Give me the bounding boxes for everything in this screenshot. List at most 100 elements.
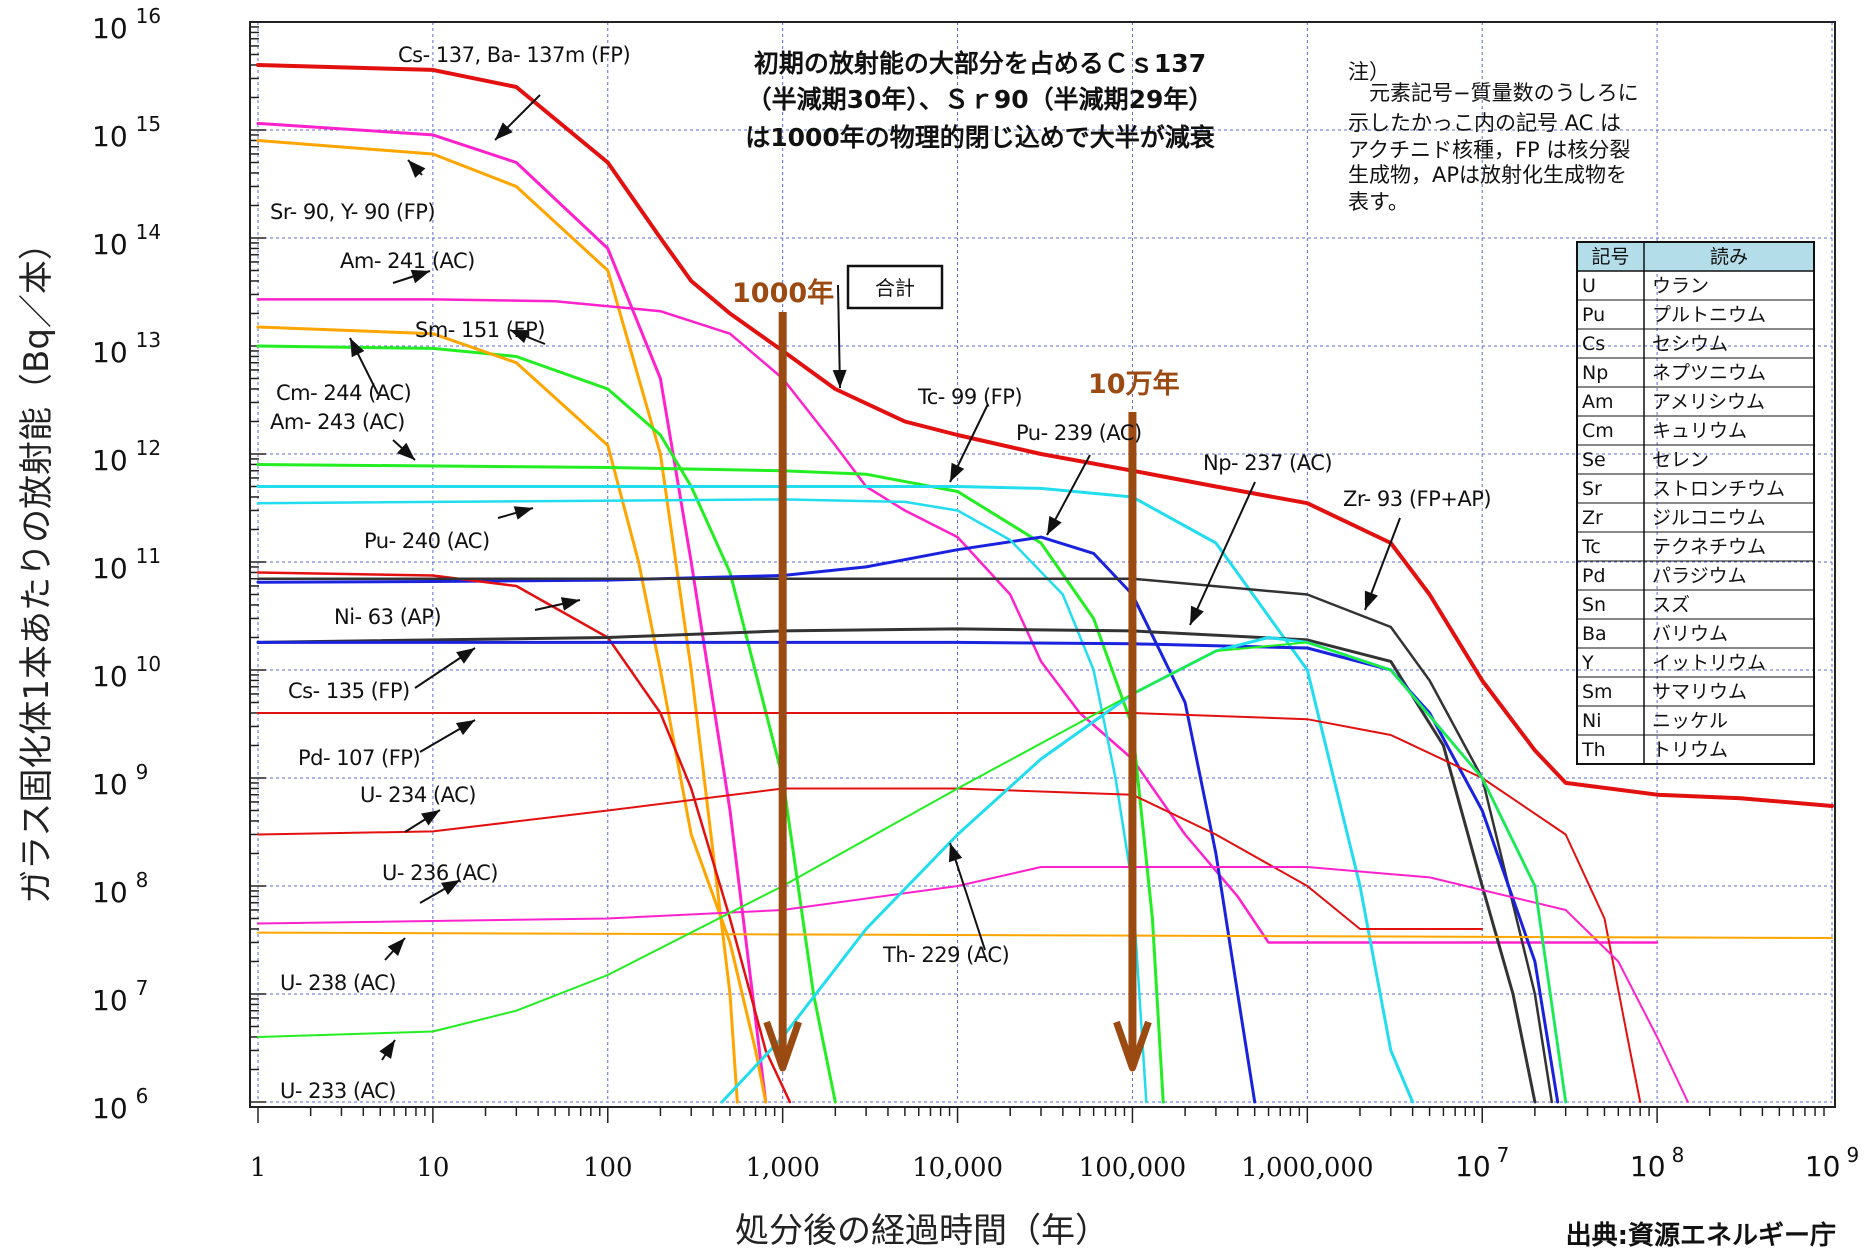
x-tick-label: 1,000,000 [1241, 1153, 1373, 1183]
label-pu240: Pu- 240 (AC) [364, 529, 490, 553]
label-cs137: Cs- 137, Ba- 137m (FP) [398, 43, 630, 67]
label-u238: U- 238 (AC) [280, 971, 396, 995]
label-u233: U- 233 (AC) [280, 1079, 396, 1103]
marker-arrow-head [1113, 1020, 1152, 1072]
table-cell-symbol: U [1582, 275, 1596, 297]
table-cell-reading: キュリウム [1652, 420, 1747, 442]
series-line [256, 121, 768, 1104]
table-cell-reading: セシウム [1652, 333, 1728, 355]
headline-line-1: 初期の放射能の大部分を占めるＣｓ137 [754, 49, 1206, 78]
label-arrow-head [410, 269, 430, 284]
note-line-1: 注） [1348, 60, 1390, 84]
label-pd107: Pd- 107 (FP) [298, 746, 420, 770]
table-cell-reading: プルトニウム [1652, 304, 1766, 326]
table-cell-reading: トリウム [1652, 739, 1728, 761]
x-tick-label: 1,000 [745, 1153, 819, 1183]
total-box-frame [846, 264, 944, 310]
x-tick-label: 100 [583, 1153, 633, 1183]
y-tick-label: 10 11 [92, 544, 161, 585]
headline-line-2: （半減期30年）、Ｓｒ90（半減期29年） [747, 85, 1214, 114]
table-cell-symbol: Cm [1582, 420, 1614, 442]
series-line [256, 498, 1148, 1104]
label-ni63: Ni- 63 (AP) [334, 605, 441, 629]
table-cell-reading: ストロンチウム [1652, 478, 1785, 500]
label-am241: Am- 241 (AC) [340, 249, 475, 273]
note: 注） 元素記号−質量数のうしろに 示したかっこ内の記号 AC は アクチニド核種… [1348, 60, 1639, 214]
label-arrow-head [1047, 515, 1062, 535]
minor-ticks [250, 26, 1825, 1123]
series-line [257, 931, 1833, 939]
table-header-symbol: 記号 [1591, 246, 1629, 268]
label-cs135: Cs- 135 (FP) [288, 679, 410, 703]
label-cm244: Cm- 244 (AC) [276, 381, 411, 405]
y-tick-label: 10 10 [92, 652, 161, 693]
table-cell-symbol: Ni [1582, 710, 1602, 732]
series-line [256, 344, 837, 1104]
table-cell-reading: サマリウム [1652, 681, 1747, 703]
label-arrow-head [1190, 605, 1204, 625]
label-sm151: Sm- 151 (FP) [415, 318, 545, 342]
note-line-3: 示したかっこ内の記号 AC は [1348, 111, 1621, 135]
label-pu239: Pu- 239 (AC) [1016, 421, 1142, 445]
plot-frame [249, 21, 1836, 1108]
table-cell-reading: ウラン [1652, 275, 1709, 297]
label-arrow-head [510, 330, 530, 344]
table-header-reading: 読み [1710, 246, 1748, 268]
table-cell-symbol: Pd [1582, 565, 1606, 587]
table-cell-symbol: Sn [1582, 594, 1606, 616]
table-cell-symbol: Ba [1582, 623, 1607, 645]
label-arrows [349, 94, 1401, 1061]
x-tick-label: 1 [250, 1153, 267, 1183]
headline: 初期の放射能の大部分を占めるＣｓ137 （半減期30年）、Ｓｒ90（半減期29年… [745, 49, 1216, 152]
marker-label-1000: 1000年 [732, 277, 834, 309]
table-cell-reading: テクネチウム [1652, 536, 1766, 558]
label-u236: U- 236 (AC) [382, 861, 498, 885]
y-tick-label: 10 14 [92, 220, 161, 261]
table-cell-reading: スズ [1652, 594, 1690, 616]
table-cell-symbol: Pu [1582, 304, 1605, 326]
x-tick-label: 100,000 [1079, 1153, 1187, 1183]
series-line [256, 139, 739, 1104]
table-cell-reading: パラジウム [1652, 565, 1747, 587]
label-arrow-head [387, 938, 405, 957]
label-arrow-head [408, 160, 426, 178]
label-arrow-head [1364, 590, 1378, 610]
label-th229: Th- 229 (AC) [882, 943, 1009, 967]
x-tick-label: 10 9 [1805, 1143, 1859, 1183]
x-tick-label: 10 8 [1630, 1143, 1684, 1183]
label-arrow-head [379, 1040, 395, 1059]
y-tick-label: 10 13 [92, 328, 161, 369]
table-cell-reading: アメリシウム [1652, 391, 1765, 413]
label-zr93: Zr- 93 (FP+AP) [1343, 487, 1491, 511]
series-line [256, 325, 768, 1104]
x-tick-label: 10,000 [912, 1153, 1003, 1183]
table-cell-symbol: Th [1581, 739, 1606, 761]
series-line [256, 485, 1415, 1104]
table-cell-reading: イットリウム [1652, 652, 1766, 674]
table-cell-symbol: Sm [1582, 681, 1613, 703]
total-box: 合計 [846, 264, 944, 310]
y-tick-label: 10 15 [92, 112, 161, 153]
table-cell-reading: セレン [1652, 449, 1709, 471]
label-arrow-head [396, 442, 415, 460]
table-cell-symbol: Zr [1582, 507, 1603, 529]
y-tick-label: 10 7 [92, 976, 148, 1017]
marker-arrow-head [763, 1020, 802, 1072]
table-cell-symbol: Cs [1582, 333, 1605, 355]
element-table: 記号 読み U ウラン Pu プルトニウム Cs セシウム Np ネプツニウム Am アメリシウム Cm… [1576, 241, 1815, 765]
label-arrow-head [832, 369, 847, 388]
label-arrow-head [440, 880, 460, 896]
marker-layer [763, 312, 1152, 1072]
series-labels: Cs- 137, Ba- 137m (FP) Sr- 90, Y- 90 (FP… [270, 43, 1492, 1103]
y-tick-label: 10 8 [92, 868, 148, 909]
y-tick-label: 10 6 [92, 1084, 148, 1125]
marker-labels: 1000年 10万年 [732, 277, 1180, 400]
label-np237: Np- 237 (AC) [1203, 451, 1332, 475]
series-line [257, 787, 1484, 930]
label-arrow-head [560, 597, 580, 611]
x-ticks: 1 10 100 1,000 10,000 100,000 1,000,000 10 7 10 8 1… [250, 1143, 1859, 1183]
table-cell-reading: ネプツニウム [1652, 362, 1766, 384]
note-line-5: 生成物，APは放射化生成物を [1348, 163, 1627, 187]
